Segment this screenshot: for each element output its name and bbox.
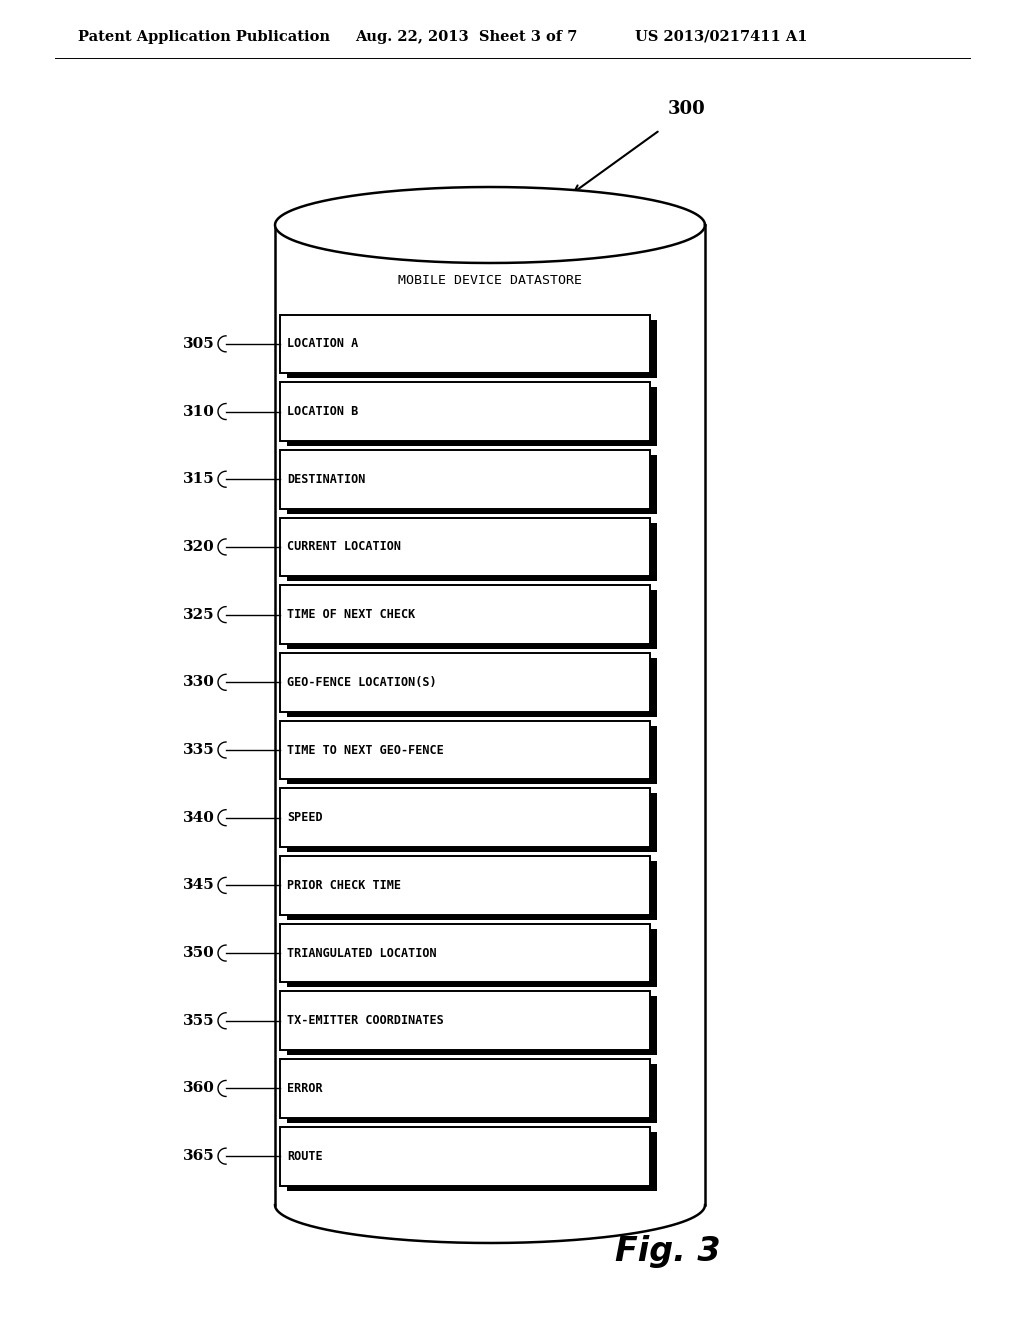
- Bar: [280, 314, 650, 374]
- Bar: [287, 1131, 657, 1191]
- Text: 335: 335: [183, 743, 215, 756]
- Bar: [287, 657, 657, 717]
- Polygon shape: [275, 187, 705, 263]
- Text: 360: 360: [183, 1081, 215, 1096]
- Text: 320: 320: [183, 540, 215, 554]
- Bar: [287, 929, 657, 987]
- Text: CURRENT LOCATION: CURRENT LOCATION: [287, 540, 401, 553]
- Bar: [275, 224, 705, 1205]
- Text: TX-EMITTER COORDINATES: TX-EMITTER COORDINATES: [287, 1014, 443, 1027]
- Text: 345: 345: [183, 878, 215, 892]
- Text: ROUTE: ROUTE: [287, 1150, 323, 1163]
- Text: TIME TO NEXT GEO-FENCE: TIME TO NEXT GEO-FENCE: [287, 743, 443, 756]
- Text: PRIOR CHECK TIME: PRIOR CHECK TIME: [287, 879, 401, 892]
- Text: LOCATION B: LOCATION B: [287, 405, 358, 418]
- Bar: [280, 517, 650, 577]
- Bar: [280, 1127, 650, 1185]
- Text: 300: 300: [668, 100, 706, 117]
- Bar: [280, 788, 650, 847]
- Text: 325: 325: [183, 607, 215, 622]
- Text: Aug. 22, 2013  Sheet 3 of 7: Aug. 22, 2013 Sheet 3 of 7: [355, 30, 578, 44]
- Bar: [280, 857, 650, 915]
- Text: DESTINATION: DESTINATION: [287, 473, 366, 486]
- Bar: [280, 383, 650, 441]
- Text: GEO-FENCE LOCATION(S): GEO-FENCE LOCATION(S): [287, 676, 436, 689]
- Bar: [280, 721, 650, 779]
- Bar: [280, 653, 650, 711]
- Text: 365: 365: [183, 1150, 215, 1163]
- Text: 305: 305: [183, 337, 215, 351]
- Text: TRIANGULATED LOCATION: TRIANGULATED LOCATION: [287, 946, 436, 960]
- Text: US 2013/0217411 A1: US 2013/0217411 A1: [635, 30, 808, 44]
- Text: 315: 315: [183, 473, 215, 486]
- Text: 355: 355: [183, 1014, 215, 1028]
- Text: 340: 340: [183, 810, 215, 825]
- Text: MOBILE DEVICE DATASTORE: MOBILE DEVICE DATASTORE: [398, 273, 582, 286]
- Text: TIME OF NEXT CHECK: TIME OF NEXT CHECK: [287, 609, 416, 622]
- Bar: [287, 1064, 657, 1123]
- Bar: [287, 997, 657, 1055]
- Bar: [280, 991, 650, 1051]
- Text: ERROR: ERROR: [287, 1082, 323, 1096]
- Bar: [287, 590, 657, 649]
- Bar: [287, 726, 657, 784]
- Bar: [287, 387, 657, 446]
- Bar: [287, 793, 657, 851]
- Text: 330: 330: [183, 676, 215, 689]
- Bar: [280, 585, 650, 644]
- Text: 350: 350: [183, 946, 215, 960]
- Text: Fig. 3: Fig. 3: [615, 1236, 721, 1269]
- Bar: [287, 319, 657, 379]
- Bar: [280, 450, 650, 508]
- Text: SPEED: SPEED: [287, 812, 323, 824]
- Bar: [287, 861, 657, 920]
- Bar: [287, 523, 657, 581]
- Bar: [280, 924, 650, 982]
- Text: Patent Application Publication: Patent Application Publication: [78, 30, 330, 44]
- Text: LOCATION A: LOCATION A: [287, 338, 358, 350]
- Bar: [280, 1059, 650, 1118]
- Bar: [287, 455, 657, 513]
- Text: 310: 310: [183, 404, 215, 418]
